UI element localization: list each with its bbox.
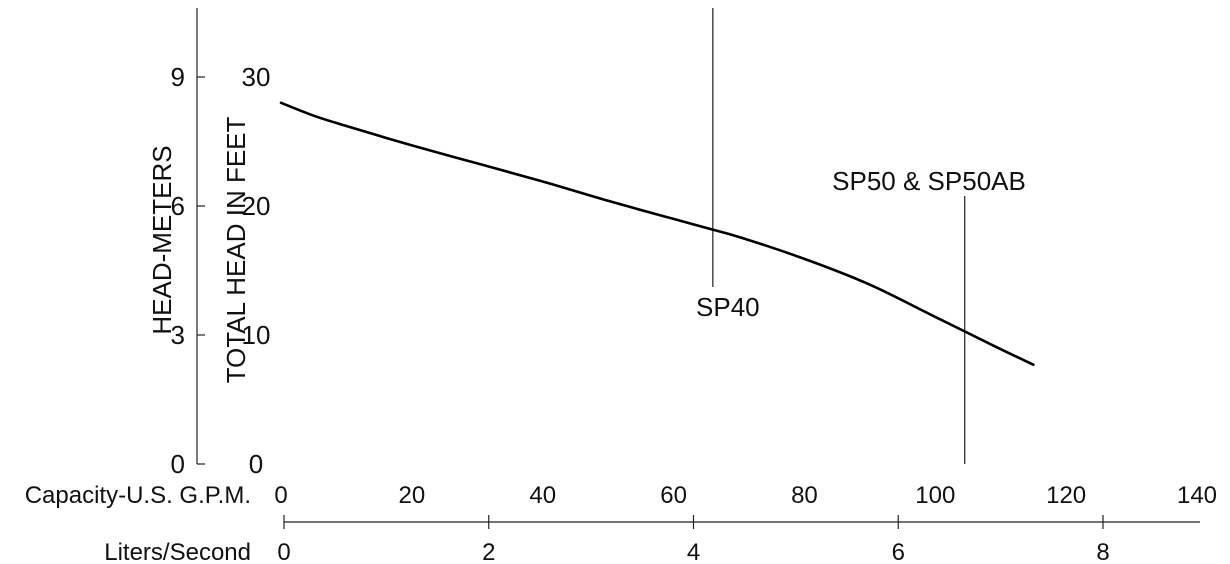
liters-tick-label: 8 [1096, 539, 1109, 564]
head-meters-tick-label: 6 [171, 191, 185, 221]
capacity-tick-label: 120 [1046, 482, 1086, 509]
total-head-axis-title: TOTAL HEAD IN FEET [221, 116, 251, 383]
capacity-tick-label: 100 [915, 482, 955, 509]
liters-tick-label: 6 [892, 539, 905, 564]
total-head-ticks: 0 10 20 30 [242, 62, 271, 479]
capacity-ticks: 0 20 40 60 80 100 120 140 [274, 482, 1217, 509]
head-meters-axis-title: HEAD-METERS [147, 145, 177, 334]
capacity-tick-label: 60 [660, 482, 687, 509]
total-head-tick-label: 0 [249, 449, 263, 479]
liters-axis-title: Liters/Second [104, 539, 251, 564]
total-head-tick-label: 10 [242, 320, 271, 350]
capacity-tick-label: 20 [399, 482, 426, 509]
total-head-tick-label: 20 [242, 191, 271, 221]
sp50-label: SP50 & SP50AB [832, 166, 1026, 196]
capacity-tick-label: 80 [791, 482, 818, 509]
total-head-tick-label: 30 [242, 62, 271, 92]
liters-tick-label: 2 [482, 539, 495, 564]
capacity-tick-label: 0 [274, 482, 287, 509]
sp40-label: SP40 [696, 292, 760, 322]
liters-tick-label: 4 [687, 539, 700, 564]
liters-tick-label: 0 [277, 539, 290, 564]
head-meters-ticks: 0 3 6 9 [171, 62, 205, 479]
capacity-axis-title: Capacity-U.S. G.P.M. [25, 482, 251, 509]
capacity-tick-label: 40 [529, 482, 556, 509]
head-meters-tick-label: 9 [171, 62, 185, 92]
head-meters-tick-label: 3 [171, 320, 185, 350]
capacity-tick-label: 140 [1177, 482, 1217, 509]
performance-curve [279, 101, 1035, 366]
head-meters-tick-label: 0 [171, 449, 185, 479]
liters-ticks: 0 2 4 6 8 [277, 515, 1110, 564]
